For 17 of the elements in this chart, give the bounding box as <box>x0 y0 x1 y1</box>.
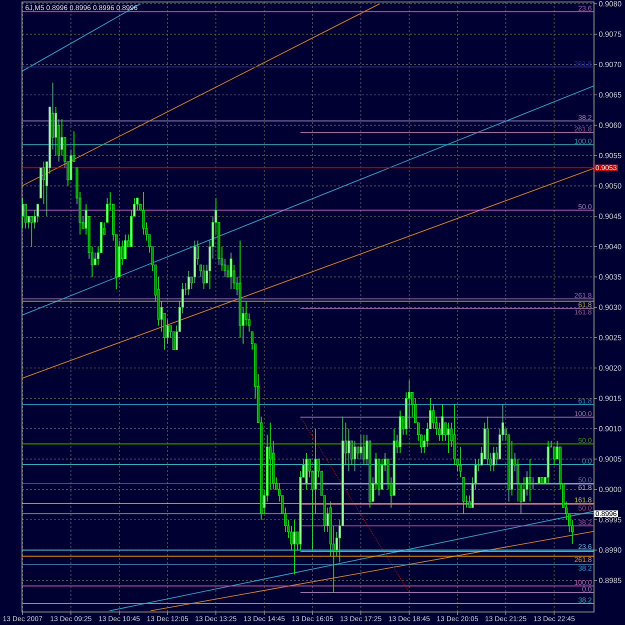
candlestick <box>362 434 366 466</box>
candlestick <box>360 434 362 460</box>
candlestick <box>202 264 206 290</box>
candlestick <box>348 428 350 472</box>
candlestick <box>354 440 356 472</box>
candlestick <box>187 270 190 296</box>
candlestick <box>441 404 444 442</box>
candlestick <box>552 446 556 466</box>
candlestick <box>492 446 495 472</box>
candlestick <box>528 458 532 502</box>
candlestick <box>356 446 360 460</box>
candlestick <box>293 519 296 575</box>
candlestick <box>22 198 24 229</box>
candlestick <box>230 252 232 290</box>
candlestick <box>447 422 450 454</box>
candlestick <box>42 161 45 205</box>
candlestick <box>30 216 33 248</box>
